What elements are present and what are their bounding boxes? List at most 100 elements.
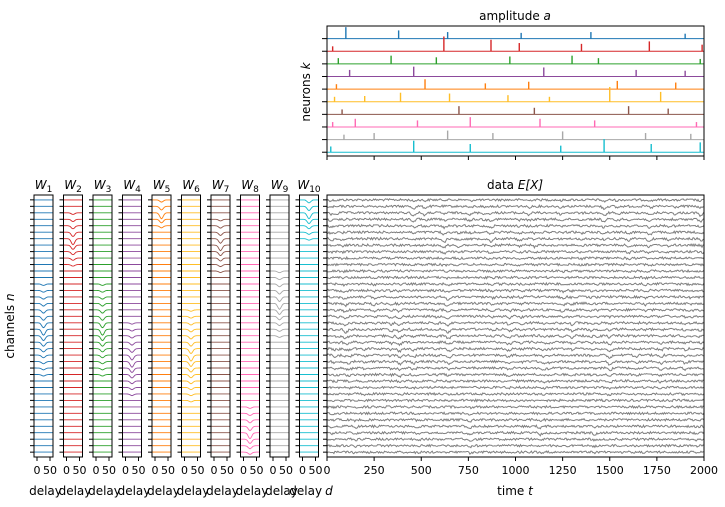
waveform-title: W7 [212, 178, 230, 195]
channel-trace [327, 236, 705, 244]
waveform-title: W8 [241, 178, 259, 195]
waveform-trace [93, 374, 112, 377]
channel-trace [326, 230, 705, 236]
waveform-trace [63, 244, 83, 250]
waveform-trace [63, 218, 83, 222]
waveform-trace [34, 335, 53, 342]
waveform-trace [34, 315, 53, 321]
channel-trace [326, 327, 705, 334]
waveform-trace [299, 212, 319, 220]
waveform-trace [93, 341, 112, 347]
waveform-frame [63, 194, 83, 458]
channel-trace [326, 275, 704, 281]
channel-trace [326, 430, 705, 437]
waveform-x-tick-label: 0 [240, 464, 247, 477]
channel-trace [326, 210, 705, 218]
waveform-trace [299, 218, 319, 225]
data-panel: data E[X] 0 250 500 750 1000 1250 1500 1750 2000… [323, 178, 718, 498]
waveform-x-tick-label: 50 [279, 464, 293, 477]
data-x-tick-label: 2000 [690, 464, 718, 477]
waveform-trace [122, 322, 142, 325]
waveform-x-tick-label: 0 [299, 464, 306, 477]
waveform-trace [122, 328, 142, 332]
waveform-trace [93, 283, 112, 286]
waveform-panel: W1 0 50 delay [29, 178, 62, 498]
channel-trace [326, 333, 705, 340]
waveform-trace [240, 412, 260, 416]
waveform-trace [181, 335, 201, 340]
waveform-x-tick-label: 0 [270, 464, 277, 477]
waveform-trace [181, 374, 201, 379]
waveform-trace [181, 354, 201, 362]
waveform-trace [299, 199, 319, 204]
waveform-xlabel: delay [177, 484, 210, 498]
waveform-trace [34, 309, 53, 314]
waveform-trace [211, 218, 230, 222]
data-x-ticks: 0 250 500 750 1000 1250 1500 1750 2000 [324, 457, 718, 477]
waveform-trace [181, 341, 201, 347]
waveform-frame [33, 194, 54, 458]
waveform-frame [299, 194, 319, 458]
waveform-xlabel: delay [265, 484, 298, 498]
waveform-frame [151, 194, 172, 458]
waveform-trace [181, 387, 201, 391]
channel-trace [326, 255, 705, 261]
waveform-trace [270, 302, 289, 311]
waveform-trace [211, 244, 230, 252]
waveform-trace [270, 335, 289, 338]
waveform-trace [63, 264, 83, 267]
data-x-tick-label: 250 [364, 464, 385, 477]
channel-trace [326, 424, 705, 430]
waveform-trace [122, 341, 142, 346]
waveform-trace [93, 335, 112, 342]
channel-trace [326, 249, 705, 255]
channels-ylabel: channels n [3, 293, 17, 358]
channel-trace [326, 314, 705, 320]
channel-trace [326, 301, 705, 308]
waveform-trace [240, 438, 260, 445]
waveform-trace [270, 328, 289, 332]
waveform-panel: W6 0 50 delay [177, 178, 210, 498]
waveform-trace [211, 257, 230, 262]
waveform-x-tick-label: 0 [122, 464, 129, 477]
waveform-trace [240, 406, 260, 409]
waveform-panel: W3 0 50 delay [88, 178, 121, 498]
waveform-trace [240, 432, 260, 440]
waveform-trace [211, 225, 230, 229]
channel-trace [326, 411, 705, 416]
waveform-trace [93, 354, 112, 359]
waveform-title: W4 [123, 178, 141, 195]
data-x-tick-label: 750 [458, 464, 479, 477]
waveform-panel: W8 0 50 delay [236, 178, 269, 498]
waveform-trace [240, 419, 260, 424]
waveform-trace [93, 367, 112, 371]
channel-trace [326, 352, 704, 360]
waveform-xlabel: delay [118, 484, 151, 498]
waveform-trace [181, 361, 201, 368]
waveform-trace [211, 231, 230, 237]
waveform-frame [210, 194, 231, 458]
waveform-trace [181, 328, 201, 333]
waveform-x-tick-label: 0 [181, 464, 188, 477]
data-x-tick-label: 0 [324, 464, 331, 477]
waveform-trace [152, 225, 171, 229]
waveform-trace [122, 354, 142, 361]
waveform-trace [93, 361, 112, 365]
waveform-trace [270, 277, 289, 281]
waveform-trace [122, 361, 142, 368]
data-x-tick-label: 1500 [596, 464, 624, 477]
waveform-trace [270, 315, 289, 321]
waveform-trace [181, 380, 201, 385]
waveform-xlabel: delay [206, 484, 239, 498]
waveform-trace [34, 367, 53, 371]
data-x-tick-label: 1750 [643, 464, 671, 477]
waveform-panel: W7 0 50 delay [206, 178, 239, 498]
channel-trace [326, 242, 705, 250]
waveform-x-tick-label: 50 [102, 464, 116, 477]
waveform-title: W9 [271, 178, 289, 195]
waveform-trace [122, 335, 142, 339]
channel-trace [326, 359, 705, 367]
waveform-x-tick-label: 50 [191, 464, 205, 477]
waveform-frame [181, 194, 201, 458]
